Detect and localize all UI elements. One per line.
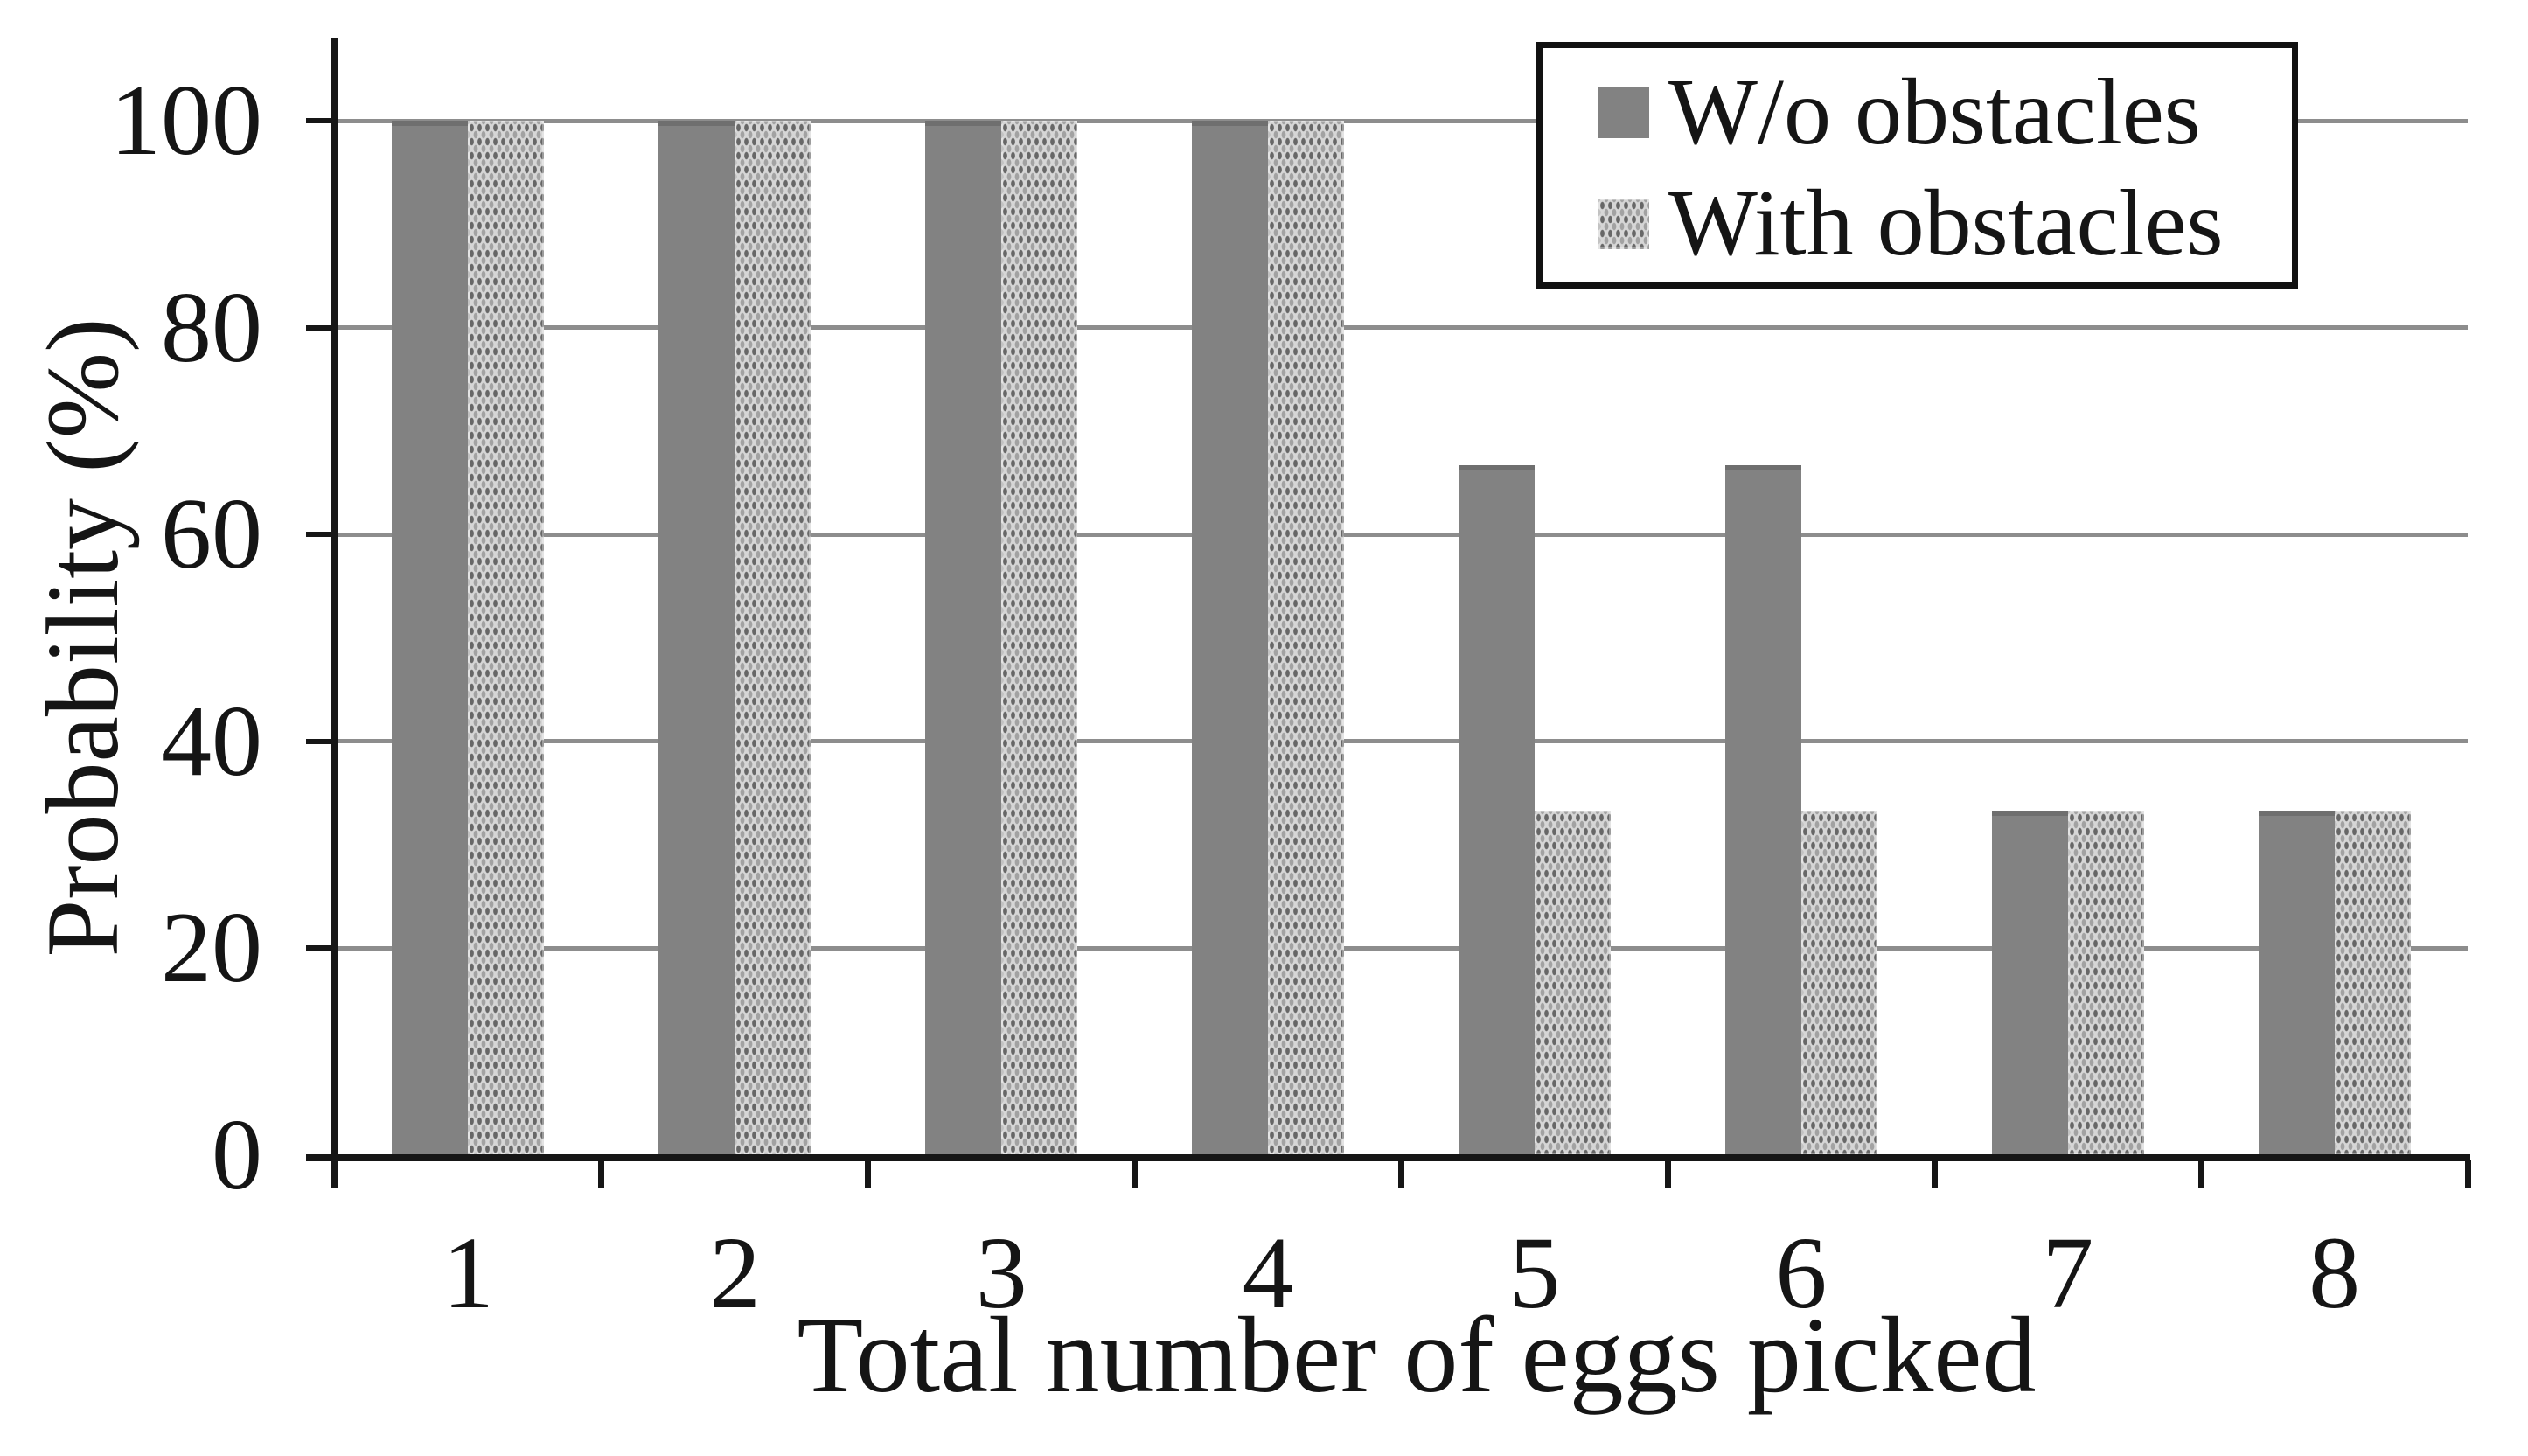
x-tick xyxy=(598,1160,605,1188)
bar-wo-obstacles-2 xyxy=(658,121,735,1155)
legend-label: With obstacles xyxy=(1668,171,2224,275)
legend-swatch-solid-icon xyxy=(1598,87,1649,138)
x-tick-label: 1 xyxy=(442,1216,494,1330)
x-tick xyxy=(1398,1160,1404,1188)
bar-with-obstacles-6 xyxy=(1800,811,1877,1155)
x-tick xyxy=(2197,1160,2204,1188)
x-tick xyxy=(1132,1160,1139,1188)
legend-entry-wo-obstacles: W/o obstacles xyxy=(1598,59,2292,164)
x-axis-title: Total number of eggs picked xyxy=(797,1295,2037,1415)
y-tick-100 xyxy=(306,118,335,123)
x-tick-label: 4 xyxy=(1242,1216,1294,1330)
gridline-40 xyxy=(335,739,2468,744)
bar-wo-obstacles-6 xyxy=(1724,464,1801,1155)
x-tick-label: 5 xyxy=(1508,1216,1561,1330)
y-tick-80 xyxy=(306,324,335,331)
x-tick-label: 3 xyxy=(975,1216,1027,1330)
y-tick-20 xyxy=(306,945,335,951)
x-tick xyxy=(1664,1160,1671,1188)
y-axis-line xyxy=(331,38,338,1188)
y-tick-label: 60 xyxy=(161,478,262,591)
bar-wo-obstacles-1 xyxy=(392,121,469,1155)
x-tick-label: 6 xyxy=(1775,1216,1828,1330)
legend-swatch-dotted-icon xyxy=(1598,198,1649,249)
legend: W/o obstacles With obstacles xyxy=(1536,42,2298,289)
y-tick-40 xyxy=(306,738,335,744)
y-tick-label: 20 xyxy=(161,892,262,1005)
x-tick xyxy=(331,1160,338,1188)
legend-entry-with-obstacles: With obstacles xyxy=(1598,171,2292,275)
bar-with-obstacles-2 xyxy=(735,121,811,1155)
y-tick-label: 80 xyxy=(161,271,262,384)
legend-label: W/o obstacles xyxy=(1668,59,2201,164)
y-axis-title: Probability (%) xyxy=(25,317,140,958)
y-tick-label: 0 xyxy=(212,1099,262,1211)
x-tick-label: 8 xyxy=(2309,1216,2361,1330)
bar-with-obstacles-4 xyxy=(1268,121,1345,1155)
gridline-60 xyxy=(335,532,2468,537)
bar-wo-obstacles-3 xyxy=(925,121,1002,1155)
x-axis-line xyxy=(306,1154,2470,1161)
bar-with-obstacles-1 xyxy=(468,121,545,1155)
gridline-100 xyxy=(335,118,2468,123)
bar-with-obstacles-7 xyxy=(2067,811,2144,1155)
bar-wo-obstacles-7 xyxy=(1991,811,2068,1155)
y-tick-label: 40 xyxy=(161,685,262,798)
y-tick-60 xyxy=(306,532,335,538)
bar-with-obstacles-8 xyxy=(2334,811,2411,1155)
bar-wo-obstacles-5 xyxy=(1458,464,1535,1155)
gridline-80 xyxy=(335,325,2468,331)
gridline-20 xyxy=(335,945,2468,951)
x-tick xyxy=(1931,1160,1938,1188)
x-tick xyxy=(2464,1160,2471,1188)
x-tick xyxy=(865,1160,872,1188)
bar-with-obstacles-5 xyxy=(1534,811,1611,1155)
x-tick-label: 2 xyxy=(708,1216,761,1330)
bar-with-obstacles-3 xyxy=(1001,121,1078,1155)
bar-wo-obstacles-8 xyxy=(2258,811,2335,1155)
x-tick-label: 7 xyxy=(2042,1216,2094,1330)
y-tick-label: 100 xyxy=(110,65,262,177)
bar-wo-obstacles-4 xyxy=(1192,121,1269,1155)
